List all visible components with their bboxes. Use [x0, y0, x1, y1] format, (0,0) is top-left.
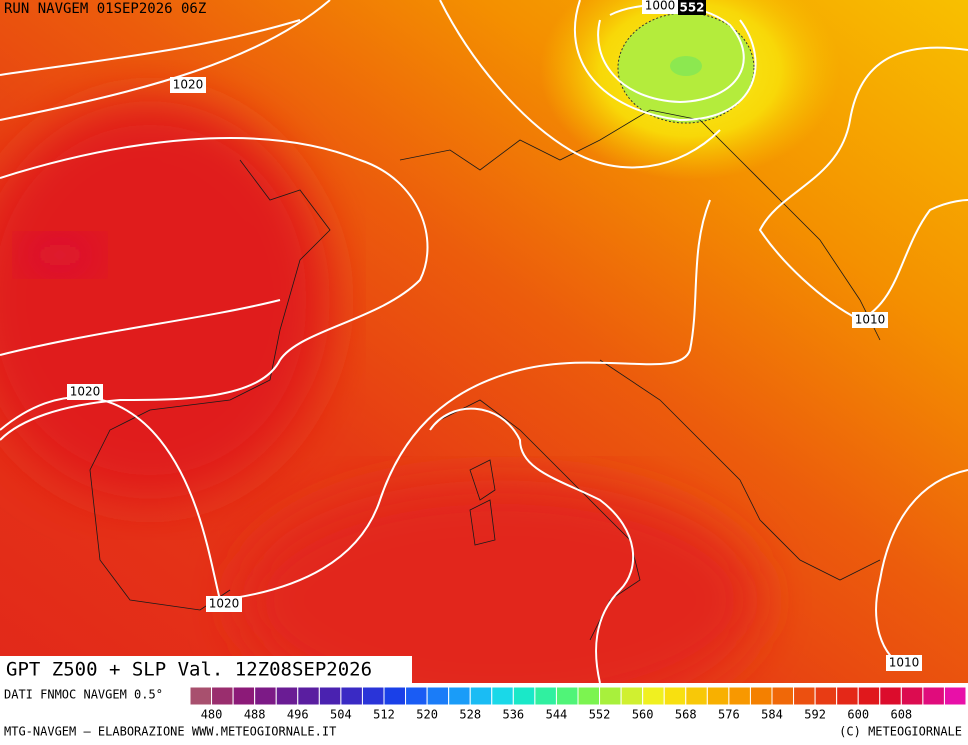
- height-label: 552: [679, 1, 704, 15]
- colorbar-swatch: [426, 686, 450, 706]
- isobar-label: 1020: [70, 385, 101, 399]
- map-title: GPT Z500 + SLP Val. 12Z08SEP2026: [6, 659, 372, 681]
- colorbar-tick-label: 536: [502, 708, 524, 722]
- colorbar-swatch: [706, 686, 730, 706]
- colorbar-swatch: [836, 686, 859, 706]
- colorbar-tick-label: 512: [373, 708, 395, 722]
- footer-left: MTG-NAVGEM – ELABORAZIONE WWW.METEOGIORN…: [4, 725, 336, 739]
- colorbar-swatch: [749, 686, 773, 706]
- colorbar-swatch: [211, 686, 234, 706]
- colorbar-swatch: [879, 686, 902, 706]
- colorbar-swatch: [857, 686, 881, 706]
- colorbar-swatch: [577, 686, 601, 706]
- colorbar-tick-label: 608: [890, 708, 912, 722]
- isobars: [0, 0, 968, 683]
- isobar-label: 1010: [855, 313, 886, 327]
- colorbar-swatch: [663, 686, 687, 706]
- height-label-box: [678, 0, 706, 15]
- colorbar-swatch: [771, 686, 795, 706]
- colorbar-swatch: [599, 686, 622, 706]
- colorbar-swatch: [814, 686, 838, 706]
- colorbar-tick-label: 592: [804, 708, 826, 722]
- colorbar-swatch: [555, 686, 579, 706]
- colorbar-tick-label: 544: [546, 708, 568, 722]
- colorbar-tick-label: 520: [416, 708, 438, 722]
- colorbar-swatch: [900, 686, 924, 706]
- colorbar-swatch: [297, 686, 320, 706]
- colorbar-swatch: [254, 686, 277, 706]
- colorbar-swatch: [491, 686, 514, 706]
- colorbar-swatch: [922, 686, 945, 706]
- colorbar-tick-label: 600: [847, 708, 869, 722]
- colorbar-swatch: [448, 686, 471, 706]
- colorbar-swatch: [469, 686, 493, 706]
- colorbar-swatch: [512, 686, 536, 706]
- colorbar-swatch: [405, 686, 428, 706]
- isobar-label-box: [852, 312, 888, 328]
- colorbar-swatch: [361, 686, 385, 706]
- colorbar-tick-label: 552: [589, 708, 611, 722]
- colorbar-swatch: [232, 686, 256, 706]
- colorbar-swatch: [318, 686, 342, 706]
- colorbar-tick-label: 528: [459, 708, 481, 722]
- isobar-label-box: [886, 655, 922, 671]
- colorbar-swatch: [275, 686, 299, 706]
- colorbar-tick-label: 488: [244, 708, 266, 722]
- isobar-label-box: [206, 596, 242, 612]
- isobar-label: 1020: [209, 597, 240, 611]
- isobar-label: 1000: [645, 0, 676, 13]
- colorbar-swatch: [620, 686, 644, 706]
- colorbar-tick-label: 496: [287, 708, 309, 722]
- colorbar: 480 488 496 504 512 520 528 536 544 552 560 568 576 5…: [189, 686, 967, 722]
- isobar-label: 1010: [889, 656, 920, 670]
- map-title-box: [0, 656, 412, 683]
- colorbar-swatch: [340, 686, 363, 706]
- colorbar-swatch: [642, 686, 665, 706]
- isobar-labels: 1020 1020 1020 1010 1010 1000 552: [67, 0, 922, 671]
- colorbar-tick-label: 560: [632, 708, 654, 722]
- coastlines: [89, 109, 881, 641]
- colorbar-tick-label: 568: [675, 708, 697, 722]
- isobar-label-box: [67, 384, 103, 400]
- colorbar-tick-label: 480: [201, 708, 223, 722]
- map-field: [0, 0, 968, 720]
- colorbar-swatch: [383, 686, 407, 706]
- colorbar-tick-label: 584: [761, 708, 783, 722]
- colorbar-swatch: [943, 686, 967, 706]
- colorbar-tick-label: 576: [718, 708, 740, 722]
- isobar-label-box: [170, 77, 206, 93]
- colorbar-swatch: [793, 686, 816, 706]
- colorbar-tick-label: 504: [330, 708, 352, 722]
- colorbar-caption: DATI FNMOC NAVGEM 0.5°: [4, 688, 163, 702]
- run-title: RUN NAVGEM 01SEP2026 06Z: [4, 1, 206, 17]
- colorbar-swatch: [728, 686, 751, 706]
- colorbar-swatch: [685, 686, 708, 706]
- colorbar-swatch: [534, 686, 557, 706]
- isobar-label-box: [642, 0, 678, 14]
- isobar-label: 1020: [173, 78, 204, 92]
- colorbar-swatch: [189, 686, 213, 706]
- footer-right: (C) METEOGIORNALE: [839, 725, 962, 739]
